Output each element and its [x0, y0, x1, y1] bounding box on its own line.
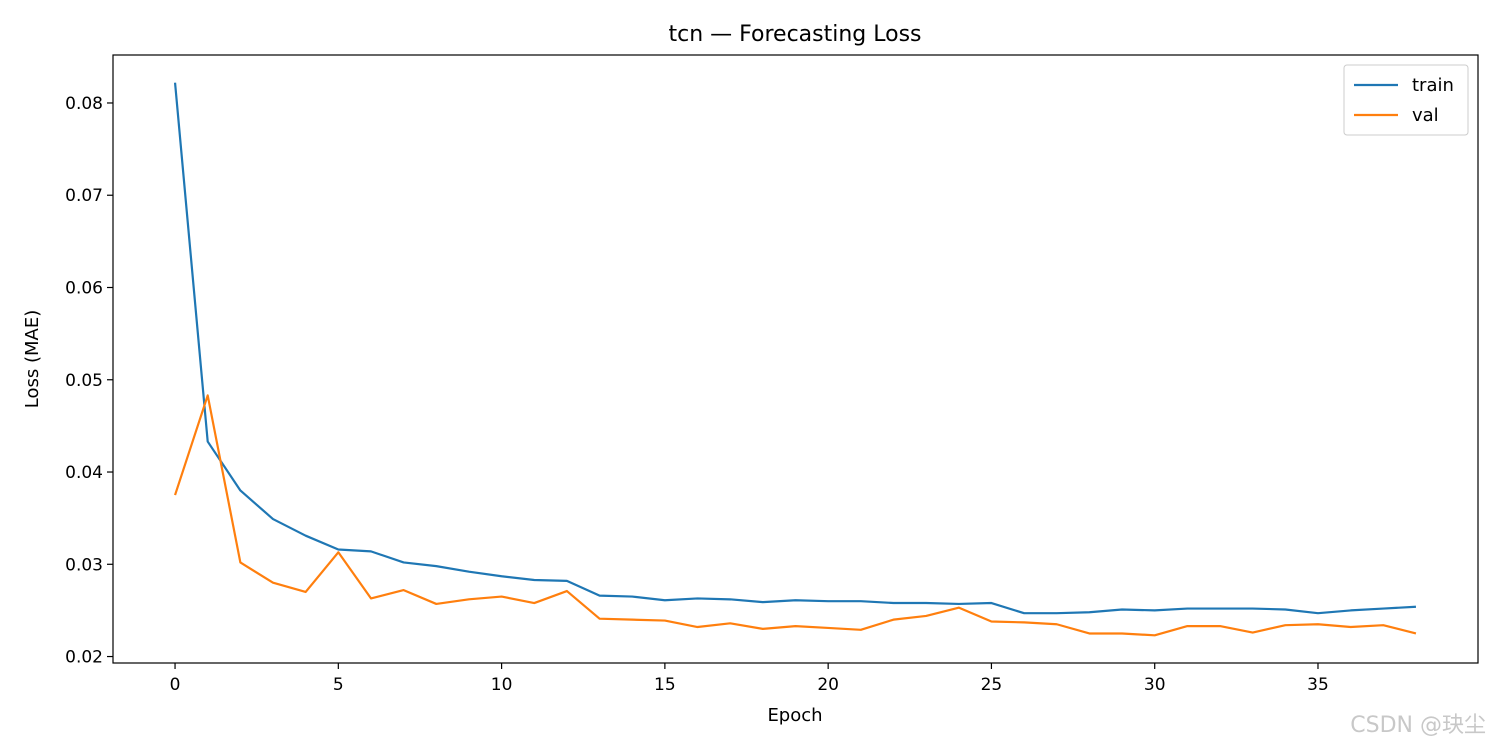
x-tick-label: 15 [654, 675, 676, 695]
y-tick-label: 0.03 [65, 555, 103, 575]
y-tick-label: 0.05 [65, 371, 103, 391]
legend: train val [1343, 64, 1469, 136]
y-tick-label: 0.04 [65, 463, 103, 483]
legend-label-val: val [1412, 105, 1439, 126]
series-line-train [173, 82, 1417, 615]
legend-label-train: train [1412, 75, 1454, 96]
x-tick-label: 10 [491, 675, 513, 695]
x-axis-ticks: 0 5 10 15 20 25 30 35 [170, 663, 1329, 695]
x-tick-label: 0 [170, 675, 181, 695]
y-tick-label: 0.06 [65, 278, 103, 298]
y-tick-label: 0.08 [65, 94, 103, 114]
y-axis-ticks: 0.02 0.03 0.04 0.05 0.06 0.07 0.08 [65, 94, 113, 668]
watermark: CSDN @玦尘 [1350, 713, 1486, 738]
legend-box [1343, 64, 1469, 136]
chart-title: tcn — Forecasting Loss [668, 22, 921, 47]
x-tick-label: 20 [817, 675, 839, 695]
x-tick-label: 35 [1307, 675, 1329, 695]
series-line-val [174, 394, 1417, 637]
series-layer [173, 82, 1417, 637]
y-axis-label: Loss (MAE) [22, 310, 43, 408]
y-tick-label: 0.07 [65, 186, 103, 206]
x-tick-label: 25 [981, 675, 1003, 695]
x-tick-label: 30 [1144, 675, 1166, 695]
axes-frame [112, 54, 1479, 664]
x-axis-label: Epoch [767, 705, 822, 726]
y-tick-label: 0.02 [65, 648, 103, 668]
x-tick-label: 5 [333, 675, 344, 695]
plot-area [112, 54, 1479, 664]
